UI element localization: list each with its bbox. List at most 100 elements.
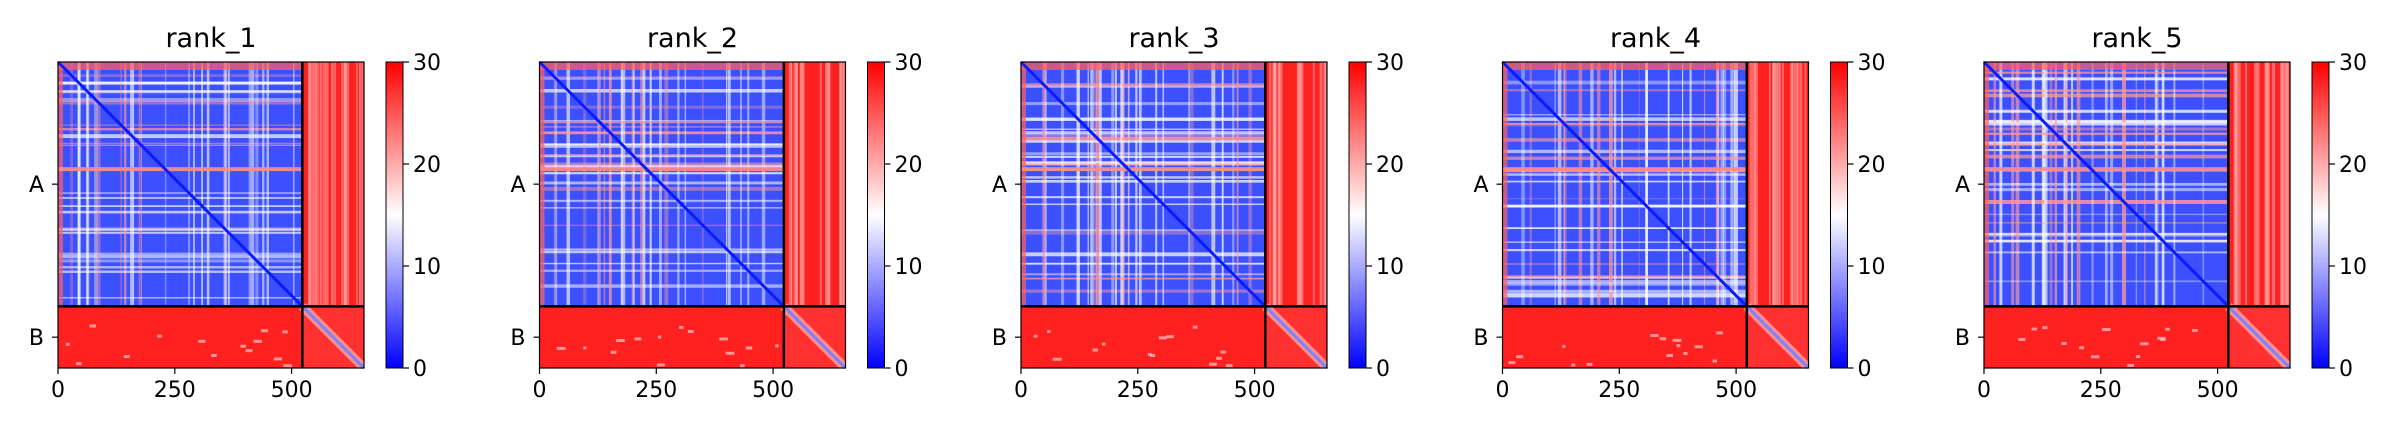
- heatmap-stripe-h: [1021, 252, 1266, 257]
- heatmap-texture-offdiag: [556, 62, 846, 368]
- heatmap-stripe-ab: [1319, 62, 1323, 307]
- panel-title: rank_5: [2091, 23, 2182, 54]
- heatmap-texture-offdiag: [65, 62, 365, 368]
- heatmap-stripe-v: [248, 62, 251, 307]
- heatmap-stripe-ab: [1776, 62, 1780, 307]
- heatmap-speck-ba: [1102, 342, 1106, 346]
- pae-panel-1: rank_1 0 250 500 A B 0 10 20 30: [29, 23, 441, 403]
- heatmap-stripe-v: [597, 62, 599, 307]
- heatmap-edge-left: [1502, 62, 1508, 307]
- heatmap-stripe-v: [1703, 62, 1706, 307]
- heatmap-texture-A: [1984, 62, 2229, 307]
- heatmap-diagonal-B-halo: [780, 303, 849, 372]
- heatmap-stripe-ab: [819, 62, 822, 307]
- heatmap-stripe-h: [1021, 128, 1266, 130]
- colorbar-tick-label: 30: [1376, 51, 1404, 76]
- colorbar-tick-label: 30: [413, 51, 441, 76]
- heatmap-diagonal-B: [1264, 305, 1329, 370]
- heatmap-stripe-h: [58, 297, 303, 299]
- heatmap-stripe-v: [684, 62, 687, 307]
- heatmap-stripe-v: [1621, 62, 1623, 307]
- heatmap-stripe-ab: [2264, 62, 2268, 307]
- heatmap-stripe-v: [1999, 62, 2003, 307]
- heatmap-stripe-v: [1717, 62, 1720, 307]
- heatmap-stripe-h: [539, 224, 784, 227]
- heatmap-stripe-ab: [355, 62, 358, 307]
- heatmap-stripe-ab: [1299, 62, 1302, 307]
- heatmap-stripe-h: [1984, 251, 2229, 254]
- heatmap-stripe-v: [747, 62, 750, 307]
- heatmap-texture-A: [539, 62, 784, 307]
- heatmap-speck-ba: [2079, 346, 2085, 350]
- heatmap-stripe-ab: [358, 62, 362, 307]
- heatmap-stripe-v: [2110, 62, 2114, 307]
- heatmap-stripe-v: [1590, 62, 1594, 307]
- x-tick-label: 500: [752, 378, 794, 403]
- heatmap-stripe-v: [1188, 62, 1191, 307]
- panel-title: rank_4: [1610, 23, 1701, 54]
- heatmap-stripe-ab: [2280, 62, 2284, 307]
- colorbar-tick-label: 10: [413, 255, 441, 280]
- heatmap-stripe-v: [632, 62, 635, 307]
- axes-frame: [1501, 61, 1810, 369]
- heatmap-stripe-ab: [2266, 62, 2269, 307]
- heatmap-stripe-v: [1190, 62, 1194, 307]
- heatmap-stripe-h: [539, 119, 784, 122]
- colorbar-tick-label: 10: [2339, 255, 2367, 280]
- heatmap-speck-ba: [1192, 325, 1198, 329]
- heatmap-stripe-ab: [307, 62, 311, 307]
- heatmap-stripe-h: [1502, 122, 1747, 127]
- heatmap-speck-ba: [2091, 355, 2100, 359]
- heatmap-stripe-v: [1723, 62, 1727, 307]
- heatmap-stripe-v: [1554, 62, 1556, 307]
- heatmap-speck-ba: [1516, 355, 1524, 359]
- x-tick-label: 0: [1977, 378, 1991, 403]
- heatmap-speck-ba: [89, 324, 97, 328]
- heatmap-stripe-ab: [1796, 62, 1800, 307]
- heatmap-stripe-ab: [1794, 62, 1798, 307]
- heatmap-edge-left: [58, 62, 63, 307]
- heatmap-stripe-v: [598, 62, 601, 307]
- heatmap-stripe-h: [58, 81, 303, 85]
- heatmap-stripe-h: [58, 128, 303, 131]
- heatmap-stripe-v: [1689, 62, 1692, 307]
- heatmap-stripe-h: [539, 154, 784, 156]
- heatmap-stripe-h: [1021, 83, 1266, 87]
- heatmap-stripe-ab: [331, 62, 334, 307]
- heatmap-stripe-v: [1730, 62, 1733, 307]
- heatmap-diagonal-A: [1501, 60, 1748, 308]
- heatmap-stripe-h: [1021, 203, 1266, 206]
- heatmap-speck-ba: [1047, 330, 1051, 334]
- colorbar-tick-label: 20: [1858, 153, 1886, 178]
- heatmap-speck-ba: [775, 344, 779, 348]
- heatmap-stripe-h: [58, 266, 303, 269]
- colorbar-tick-label: 10: [1376, 255, 1404, 280]
- panel-title: rank_1: [165, 23, 256, 54]
- heatmap-speck-ba: [658, 335, 662, 339]
- heatmap-stripe-h: [1502, 275, 1747, 279]
- heatmap-stripe-ab: [1269, 62, 1272, 307]
- heatmap-stripe-h: [58, 254, 303, 259]
- heatmap-stripe-h: [539, 155, 784, 158]
- heatmap-stripe-v: [2065, 62, 2068, 307]
- heatmap-speck-ba: [1220, 350, 1226, 354]
- colorbar-tick-label: 0: [1858, 357, 1872, 382]
- heatmap-stripe-v: [130, 62, 135, 307]
- heatmap-diagonal-B-halo: [299, 303, 368, 372]
- heatmap-stripe-v: [223, 62, 228, 307]
- heatmap-speck-ba: [2192, 329, 2198, 333]
- heatmap-stripe-v: [1162, 62, 1165, 307]
- heatmap-speck-ba: [2157, 336, 2166, 340]
- heatmap-stripe-h: [58, 124, 303, 126]
- heatmap-stripe-v: [1115, 62, 1117, 307]
- colorbar-tick-label: 30: [1858, 51, 1886, 76]
- heatmap-stripe-h: [58, 90, 303, 93]
- heatmap-stripe-h: [539, 262, 784, 265]
- heatmap-stripe-h: [1984, 122, 2229, 126]
- heatmap-stripe-v: [293, 62, 295, 307]
- heatmap-band: [58, 167, 303, 172]
- heatmap-stripe-v: [1578, 62, 1583, 307]
- heatmap-speck-ba: [1716, 331, 1723, 335]
- heatmap-stripe-ab: [828, 62, 831, 307]
